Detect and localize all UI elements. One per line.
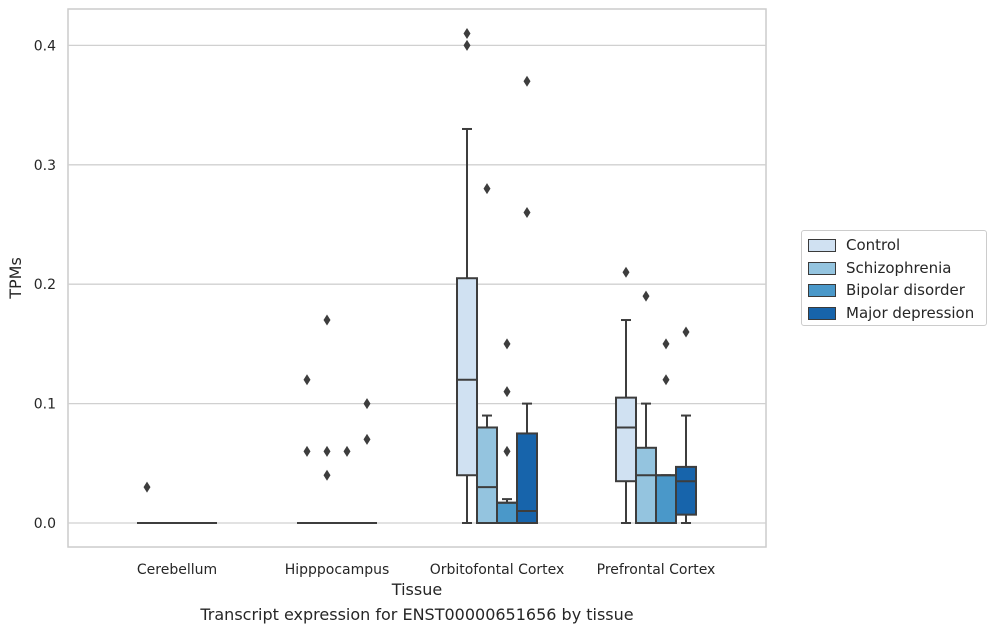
outlier-point xyxy=(463,39,471,51)
box xyxy=(476,183,498,525)
box xyxy=(675,326,697,524)
x-axis-ticks: Cerebellum Hipppocampus Orbitofontal Corte… xyxy=(137,562,715,578)
outlier-point xyxy=(303,445,311,457)
x-tick-label: Cerebellum xyxy=(137,562,217,578)
y-tick-label: 0.4 xyxy=(34,38,56,54)
legend-item-bipolar-disorder: Bipolar disorder xyxy=(808,280,965,300)
x-tick-label: Orbitofontal Cortex xyxy=(430,562,565,578)
series-control xyxy=(137,27,637,524)
plot-area xyxy=(67,8,767,548)
outlier-point xyxy=(503,338,511,350)
legend-item-schizophrenia: Schizophrenia xyxy=(808,258,951,278)
legend-item-major-depression: Major depression xyxy=(808,303,974,323)
legend-label-schizophrenia: Schizophrenia xyxy=(846,259,952,277)
outlier-point xyxy=(363,398,371,410)
outlier-point xyxy=(642,290,650,302)
box-body xyxy=(496,501,518,524)
box-body xyxy=(675,465,697,516)
outlier-point xyxy=(662,338,670,350)
series-schizophrenia xyxy=(157,183,657,525)
legend-label-major-depression: Major depression xyxy=(846,304,975,322)
box xyxy=(297,374,317,524)
box xyxy=(516,75,538,525)
box-body xyxy=(635,446,657,525)
y-axis-label: TPMs xyxy=(6,257,25,300)
legend: Control Schizophrenia Bipolar disorder M… xyxy=(801,230,987,326)
legend-item-control: Control xyxy=(808,235,900,255)
y-tick-label: 0.2 xyxy=(34,277,56,293)
figure-caption: Transcript expression for ENST0000065165… xyxy=(200,605,634,624)
box-body xyxy=(615,396,637,483)
x-axis-label: Tissue xyxy=(391,580,442,599)
legend-swatch-control xyxy=(808,238,836,252)
box xyxy=(496,338,518,524)
y-tick-label: 0.3 xyxy=(34,158,56,174)
box-body xyxy=(516,432,538,525)
outlier-point xyxy=(303,374,311,386)
outlier-point xyxy=(363,433,371,445)
box xyxy=(635,290,657,525)
outlier-point xyxy=(503,386,511,398)
legend-swatch-schizophrenia xyxy=(808,261,836,275)
series-bipolar-disorder xyxy=(177,338,677,524)
outlier-point xyxy=(523,75,531,87)
box xyxy=(357,398,377,524)
box-body xyxy=(655,474,677,524)
x-tick-label: Hipppocampus xyxy=(285,562,390,578)
outlier-point xyxy=(523,207,531,219)
legend-swatch-bipolar-disorder xyxy=(808,283,836,297)
outlier-point xyxy=(622,266,630,278)
legend-swatch-major-depression xyxy=(808,306,836,320)
outlier-point xyxy=(463,27,471,39)
outlier-point xyxy=(323,469,331,481)
y-tick-label: 0.0 xyxy=(34,516,56,532)
outlier-point xyxy=(682,326,690,338)
box-body xyxy=(476,426,498,525)
box-series xyxy=(137,27,697,525)
box xyxy=(456,27,478,524)
x-tick-label: Prefrontal Cortex xyxy=(597,562,716,578)
box xyxy=(615,266,637,524)
box xyxy=(137,481,157,524)
outlier-point xyxy=(662,374,670,386)
outlier-point xyxy=(503,445,511,457)
box-body xyxy=(456,277,478,477)
legend-label-bipolar-disorder: Bipolar disorder xyxy=(846,281,965,299)
box xyxy=(317,314,337,524)
box xyxy=(337,445,357,524)
outlier-point xyxy=(323,445,331,457)
outlier-point xyxy=(323,314,331,326)
outlier-point xyxy=(483,183,491,195)
series-major-depression xyxy=(197,75,697,525)
y-tick-label: 0.1 xyxy=(34,397,56,413)
y-axis-ticks: 0.0 0.1 0.2 0.3 0.4 xyxy=(34,38,56,532)
legend-label-control: Control xyxy=(846,236,901,254)
outlier-point xyxy=(343,445,351,457)
outlier-point xyxy=(143,481,151,493)
